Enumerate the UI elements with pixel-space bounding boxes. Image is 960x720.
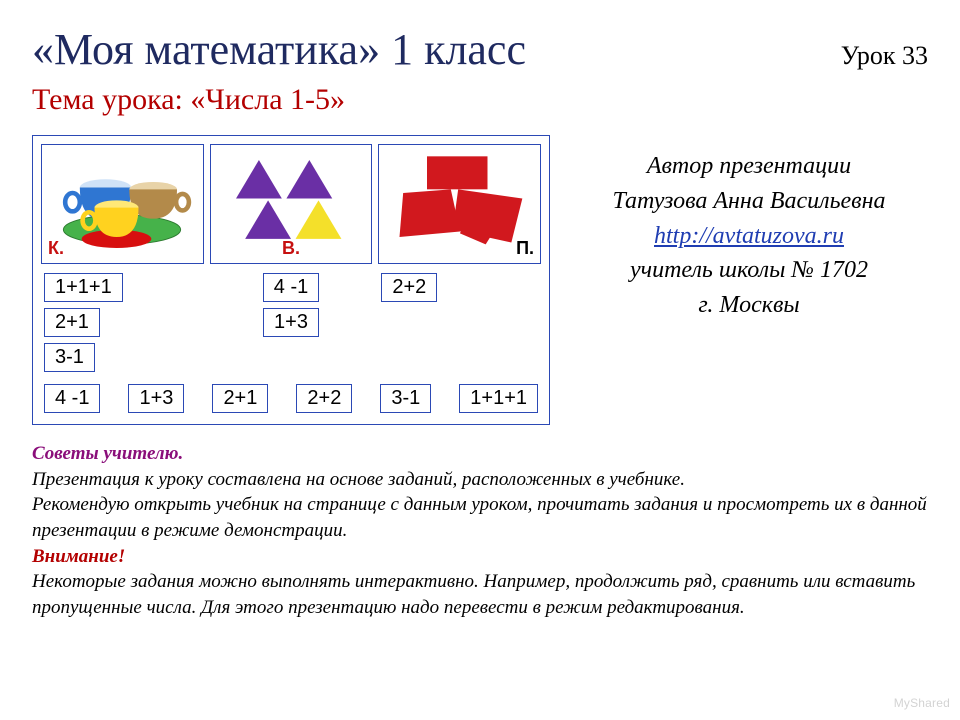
picture-label-shapes: П. [516,238,534,259]
expr-box: 2+2 [296,384,352,413]
header: «Моя математика» 1 класс Урок 33 [32,24,928,79]
watermark: MyShared [894,696,950,710]
expr-box: 1+3 [128,384,184,413]
expression-columns: 1+1+1 2+1 3-1 4 -1 1+3 2+2 [41,270,541,375]
expr-box: 3-1 [380,384,431,413]
advice-heading: Советы учителю. [32,443,183,464]
author-school: учитель школы № 1702 [570,253,928,288]
lesson-topic: Тема урока: «Числа 1-5» [32,83,928,117]
expression-bottom-row: 4 -1 1+3 2+1 2+2 3-1 1+1+1 [41,381,541,416]
advice-warning: Внимание! [32,546,125,567]
expr-box: 4 -1 [263,273,319,302]
advice-text: Презентация к уроку составлена на основе… [32,469,685,490]
slide: «Моя математика» 1 класс Урок 33 Тема ур… [0,0,960,720]
picture-label-cups: К. [48,238,64,259]
advice-text: Некоторые задания можно выполнять интера… [32,571,915,618]
shapes-icon [385,149,535,259]
picture-label-triangles: В. [282,238,300,259]
expr-box: 2+2 [381,273,437,302]
expr-box: 2+1 [212,384,268,413]
content-row: К. В. [32,135,928,425]
picture-cups: К. [41,144,204,264]
picture-row: К. В. [41,144,541,264]
author-block: Автор презентации Татузова Анна Васильев… [570,135,928,323]
author-line: Автор презентации [570,149,928,184]
author-link[interactable]: http://avtatuzova.ru [654,223,844,249]
expression-col-1: 1+1+1 2+1 3-1 [41,270,204,375]
cups-icon [47,149,197,259]
expr-box: 2+1 [44,308,100,337]
picture-triangles: В. [210,144,373,264]
picture-shapes: П. [378,144,541,264]
expression-col-2: 4 -1 1+3 [210,270,373,375]
advice-block: Советы учителю. Презентация к уроку сост… [32,441,928,620]
expr-box: 1+1+1 [44,273,123,302]
exercise-figure: К. В. [32,135,550,425]
author-city: г. Москвы [570,288,928,323]
expr-box: 1+1+1 [459,384,538,413]
advice-text: Рекомендую открыть учебник на странице с… [32,494,927,541]
expression-col-3: 2+2 [378,270,541,375]
page-title: «Моя математика» 1 класс [32,24,526,75]
expr-box: 3-1 [44,343,95,372]
author-name: Татузова Анна Васильевна [570,184,928,219]
expr-box: 1+3 [263,308,319,337]
lesson-number: Урок 33 [841,41,928,71]
expr-box: 4 -1 [44,384,100,413]
